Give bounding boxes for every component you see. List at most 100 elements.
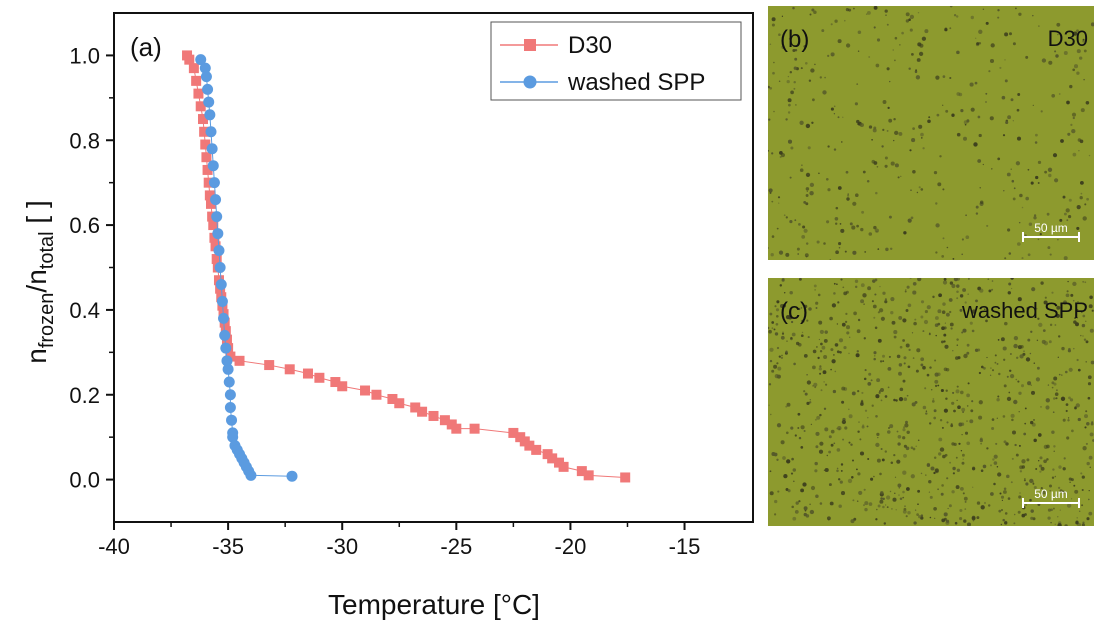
- particle-dot: [873, 357, 876, 361]
- particle-dot: [1043, 341, 1049, 346]
- particle-dot: [1049, 323, 1053, 327]
- data-point-square: [417, 406, 428, 417]
- particle-dot: [1089, 432, 1094, 437]
- particle-dot: [928, 116, 931, 119]
- particle-dot: [813, 382, 818, 387]
- particle-dot: [1033, 362, 1036, 364]
- particle-dot: [905, 289, 907, 291]
- particle-dot: [928, 332, 931, 335]
- particle-dot: [1053, 382, 1057, 386]
- particle-dot: [898, 315, 903, 320]
- particle-dot: [977, 348, 981, 352]
- particle-dot: [833, 148, 837, 151]
- particle-dot: [803, 429, 806, 433]
- particle-dot: [774, 499, 778, 504]
- particle-dot: [893, 330, 898, 335]
- particle-dot: [984, 308, 986, 310]
- particle-dot: [1065, 403, 1069, 406]
- particle-dot: [925, 410, 928, 412]
- particle-dot: [826, 454, 829, 457]
- particle-dot: [1082, 446, 1087, 451]
- particle-dot: [795, 104, 797, 106]
- particle-dot: [889, 247, 893, 251]
- particle-dot: [919, 43, 924, 48]
- particle-dot: [955, 389, 960, 394]
- particle-dot: [939, 155, 942, 158]
- particle-dot: [1014, 443, 1017, 447]
- data-point-square: [469, 423, 480, 434]
- particle-dot: [970, 409, 974, 413]
- particle-dot: [1036, 339, 1039, 342]
- particle-dot: [1001, 95, 1006, 100]
- particle-dot: [840, 228, 845, 233]
- particle-dot: [831, 303, 837, 308]
- particle-dot: [876, 458, 881, 463]
- particle-dot: [959, 508, 963, 513]
- particle-dot: [975, 299, 978, 303]
- particle-dot: [894, 130, 899, 136]
- particle-dot: [833, 282, 836, 285]
- particle-dot: [911, 332, 914, 334]
- particle-dot: [956, 399, 958, 401]
- particle-dot: [818, 338, 821, 341]
- particle-dot: [1083, 338, 1087, 341]
- particle-dot: [897, 176, 900, 179]
- particle-dot: [996, 417, 998, 419]
- particle-dot: [873, 126, 877, 130]
- particle-dot: [849, 336, 851, 338]
- particle-dot: [886, 506, 889, 508]
- particle-dot: [866, 179, 870, 183]
- particle-dot: [989, 464, 993, 467]
- particle-dot: [806, 401, 810, 405]
- particle-dot: [933, 456, 937, 460]
- particle-dot: [769, 86, 773, 90]
- particle-dot: [903, 444, 907, 448]
- y-tick-label: 0.0: [69, 468, 100, 493]
- particle-dot: [987, 278, 990, 281]
- particle-dot: [817, 293, 821, 297]
- particle-dot: [1061, 374, 1063, 376]
- particle-dot: [925, 412, 928, 415]
- particle-dot: [913, 521, 917, 525]
- particle-dot: [945, 312, 950, 317]
- particle-dot: [1008, 369, 1012, 373]
- particle-dot: [803, 228, 808, 233]
- particle-dot: [949, 76, 952, 80]
- particle-dot: [945, 109, 949, 113]
- particle-dot: [929, 516, 932, 519]
- particle-dot: [905, 12, 910, 17]
- particle-dot: [901, 31, 904, 35]
- particle-dot: [1006, 172, 1011, 177]
- particle-dot: [911, 53, 914, 56]
- particle-dot: [949, 281, 954, 285]
- particle-dot: [1039, 456, 1043, 460]
- particle-dot: [836, 467, 839, 470]
- particle-dot: [1027, 338, 1031, 342]
- particle-dot: [818, 449, 824, 454]
- particle-dot: [880, 316, 885, 321]
- particle-dot: [884, 450, 887, 453]
- particle-dot: [809, 401, 812, 404]
- particle-dot: [807, 336, 810, 339]
- particle-dot: [912, 447, 916, 451]
- particle-dot: [898, 494, 900, 496]
- particle-dot: [794, 57, 798, 61]
- particle-dot: [1079, 139, 1084, 144]
- particle-dot: [1001, 509, 1003, 511]
- particle-dot: [1044, 170, 1047, 174]
- particle-dot: [1067, 132, 1071, 136]
- particle-dot: [841, 141, 843, 143]
- particle-dot: [940, 340, 944, 344]
- particle-dot: [828, 450, 832, 454]
- particle-dot: [1015, 453, 1019, 457]
- particle-dot: [1063, 457, 1066, 460]
- particle-dot: [875, 394, 880, 399]
- particle-dot: [841, 400, 845, 404]
- particle-dot: [1086, 197, 1089, 201]
- particle-dot: [982, 8, 985, 10]
- particle-dot: [997, 157, 1001, 161]
- particle-dot: [963, 353, 968, 359]
- particle-dot: [1082, 39, 1085, 43]
- data-point-circle: [213, 245, 225, 257]
- particle-dot: [942, 75, 946, 78]
